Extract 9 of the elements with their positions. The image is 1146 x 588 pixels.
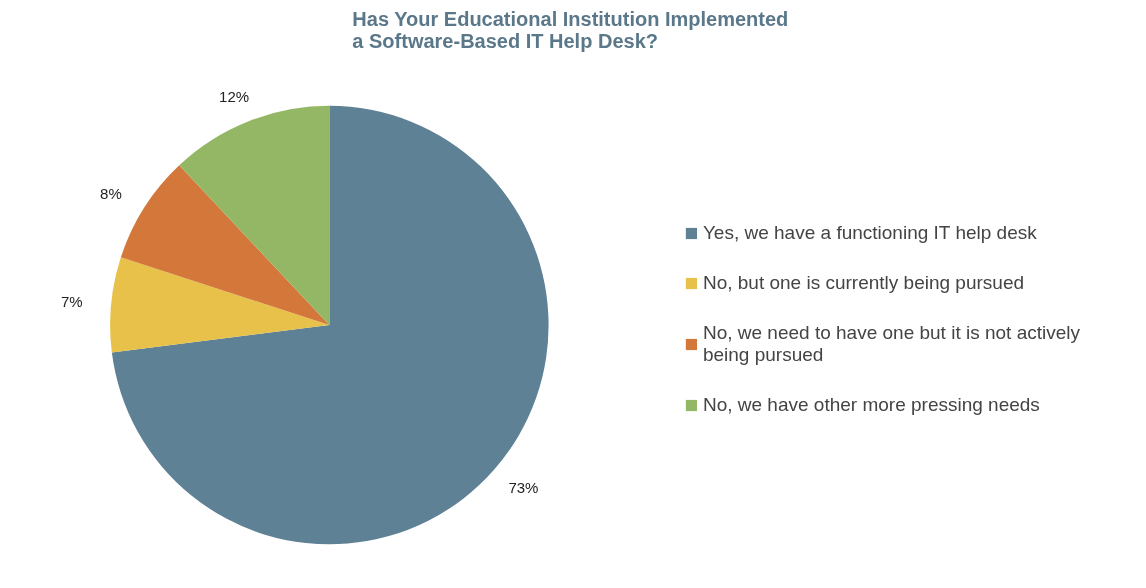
legend-label: Yes, we have a functioning IT help desk: [702, 222, 1037, 244]
data-label: 8%: [100, 184, 122, 202]
legend-label: No, we need to have one but it is not actively being pursued: [702, 322, 1080, 366]
data-label: 73%: [508, 479, 539, 497]
data-label: 12%: [219, 87, 250, 105]
chart-title: Has Your Educational Institution Implemented a Software-Based IT Help Desk?: [352, 7, 789, 52]
legend-label: No, but one is currently being pursued: [702, 272, 1025, 294]
data-label: 7%: [60, 293, 83, 311]
legend-label: No, we have other more pressing needs: [702, 394, 1040, 416]
